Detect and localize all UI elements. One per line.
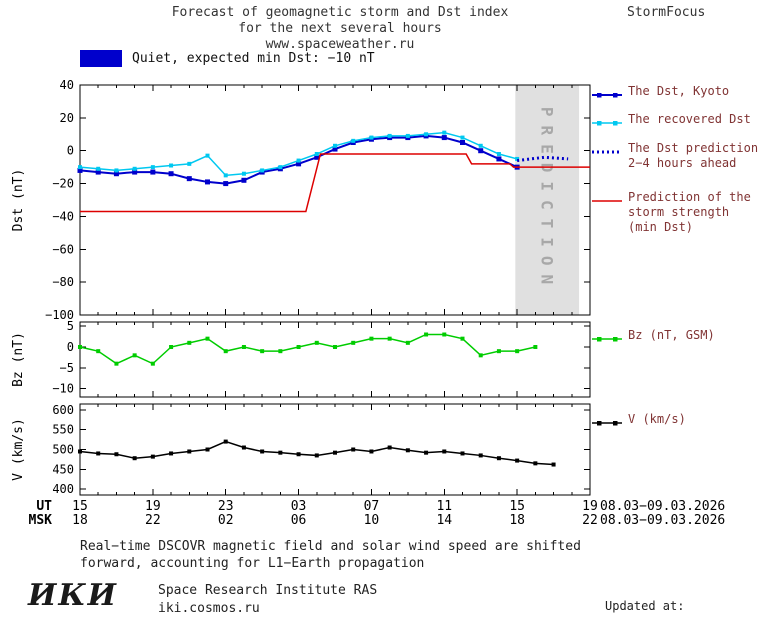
storm-strength-marker-icon	[592, 192, 622, 211]
dst-kyoto-marker-icon	[592, 86, 622, 105]
legend-dst-prediction-label: The Dst prediction 2−4 hours ahead	[628, 141, 759, 170]
svg-text:550: 550	[52, 423, 74, 437]
legend-dst-prediction: The Dst prediction 2−4 hours ahead	[592, 141, 758, 171]
title-url: www.spaceweather.ru	[265, 37, 415, 52]
svg-text:18: 18	[72, 513, 88, 528]
svg-text:23: 23	[218, 499, 234, 514]
svg-text:19: 19	[582, 499, 598, 514]
legend-bz: Bz (nT, GSM)	[592, 328, 715, 349]
brand-stormfocus: StormFocus	[627, 5, 706, 20]
updated-at-block: Updated at: UT 15:05, 09.03.2026 MSK 18:…	[605, 566, 757, 620]
svg-text:15: 15	[72, 499, 88, 514]
svg-text:20: 20	[60, 111, 74, 125]
bz-marker-icon	[592, 330, 622, 349]
svg-text:03: 03	[291, 499, 307, 514]
legend-storm-strength: Prediction of the storm strength (min Ds…	[592, 190, 751, 235]
ylabel-v: V (km/s)	[11, 418, 26, 481]
ylabel-dst: Dst (nT)	[11, 169, 26, 232]
footnote-line2: forward, accounting for L1−Earth propaga…	[80, 556, 425, 571]
dst-prediction-marker-icon	[592, 143, 622, 162]
prediction-band	[515, 85, 580, 315]
svg-text:19: 19	[145, 499, 161, 514]
updated-title: Updated at:	[605, 599, 685, 613]
prediction-band-label: PREDICTION	[538, 107, 557, 293]
svg-text:10: 10	[364, 513, 380, 528]
panel-v: 600 550 500 450 400 V (km/s)	[11, 403, 591, 496]
title-line2: for the next several hours	[238, 21, 442, 36]
panel-dst: PREDICTION 40 20 0 −20 −40 −60 −80 −100 Dst (nT)	[11, 78, 591, 322]
legend-storm-strength-label: Prediction of the storm strength (min Ds…	[628, 190, 751, 234]
status-color-swatch	[80, 50, 122, 67]
institute-site: iki.cosmos.ru	[158, 601, 260, 616]
legend-v-label: V (km/s)	[628, 412, 686, 426]
svg-text:08.03−09.03.2026: 08.03−09.03.2026	[600, 499, 725, 514]
svg-text:5: 5	[67, 319, 74, 333]
svg-text:15: 15	[509, 499, 525, 514]
svg-text:02: 02	[218, 513, 234, 528]
institute-name: Space Research Institute RAS	[158, 583, 378, 598]
svg-text:−40: −40	[52, 209, 74, 223]
svg-text:UT: UT	[36, 499, 52, 514]
svg-text:0: 0	[67, 144, 74, 158]
svg-text:600: 600	[52, 403, 74, 417]
svg-text:18: 18	[509, 513, 525, 528]
svg-text:−5: −5	[60, 361, 74, 375]
svg-text:22: 22	[145, 513, 161, 528]
svg-text:0: 0	[67, 340, 74, 354]
series-dst-3	[80, 153, 590, 213]
footnote-line1: Real−time DSCOVR magnetic field and sola…	[80, 539, 581, 554]
x-axis-labels: UTMSK1518192223020306071011141518192208.…	[29, 499, 726, 528]
legend-v: V (km/s)	[592, 412, 686, 433]
footnote: Real−time DSCOVR magnetic field and sola…	[80, 538, 581, 572]
svg-text:−60: −60	[52, 242, 74, 256]
legend-dst-kyoto-label: The Dst, Kyoto	[628, 84, 730, 98]
svg-text:−10: −10	[52, 382, 74, 396]
series-v-0	[78, 439, 556, 467]
legend-recovered-dst: The recovered Dst	[592, 112, 751, 133]
svg-text:11: 11	[436, 499, 452, 514]
panel-bz: 5 0 −5 −10 Bz (nT)	[11, 319, 591, 398]
svg-text:06: 06	[291, 513, 307, 528]
svg-text:MSK: MSK	[29, 513, 53, 528]
svg-text:−80: −80	[52, 275, 74, 289]
svg-text:400: 400	[52, 482, 74, 496]
series-bz-0	[78, 332, 538, 366]
legend-dst-kyoto: The Dst, Kyoto	[592, 84, 729, 105]
svg-text:40: 40	[60, 78, 74, 92]
institute-block: Space Research Institute RAS iki.cosmos.…	[158, 582, 377, 618]
recovered-dst-marker-icon	[592, 114, 622, 133]
svg-text:22: 22	[582, 513, 598, 528]
svg-text:14: 14	[436, 513, 452, 528]
title-line1: Forecast of geomagnetic storm and Dst in…	[171, 5, 509, 20]
storm-status: Quiet, expected min Dst: −10 nT	[80, 50, 375, 67]
svg-text:500: 500	[52, 443, 74, 457]
ylabel-bz: Bz (nT)	[11, 332, 26, 387]
iki-logo: ИКИ	[28, 578, 118, 613]
v-marker-icon	[592, 414, 622, 433]
legend-recovered-dst-label: The recovered Dst	[628, 112, 751, 126]
svg-text:450: 450	[52, 462, 74, 476]
status-label: Quiet, expected min Dst: −10 nT	[132, 51, 375, 66]
legend-bz-label: Bz (nT, GSM)	[628, 328, 715, 342]
page-title: Forecast of geomagnetic storm and Dst in…	[0, 5, 680, 53]
series-dst-1	[78, 130, 520, 178]
svg-text:−20: −20	[52, 177, 74, 191]
svg-text:08.03−09.03.2026: 08.03−09.03.2026	[600, 513, 725, 528]
svg-text:07: 07	[364, 499, 380, 514]
svg-text:−100: −100	[45, 308, 74, 322]
